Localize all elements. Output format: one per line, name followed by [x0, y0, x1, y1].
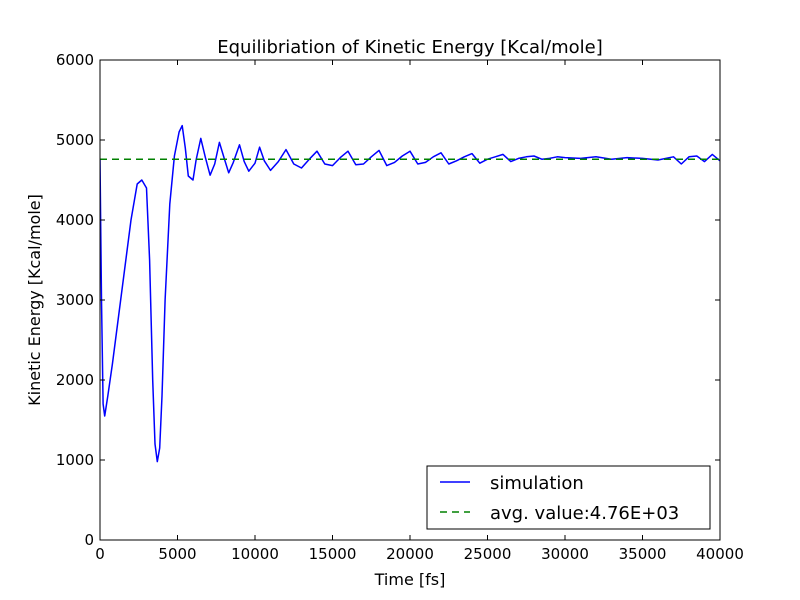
y-tick-label: 6000 — [56, 51, 94, 69]
legend-box — [426, 465, 711, 530]
y-axis-label: Kinetic Energy [Kcal/mole] — [25, 194, 44, 406]
x-axis-label: Time [fs] — [374, 570, 446, 589]
x-axis: 0 5000 10000 15000 20000 25000 30000 35000 40000 — [95, 60, 744, 563]
x-tick-label: 30000 — [541, 545, 589, 563]
y-tick-label: 3000 — [56, 291, 94, 309]
series-line-simulation — [100, 124, 720, 463]
x-tick-label: 15000 — [309, 545, 357, 563]
y-tick-label: 0 — [84, 531, 94, 549]
y-tick-label: 5000 — [56, 131, 94, 149]
x-tick-label: 10000 — [231, 545, 279, 563]
x-tick-label: 25000 — [464, 545, 512, 563]
chart-title: Equilibriation of Kinetic Energy [Kcal/m… — [217, 37, 603, 58]
legend-label-simulation: simulation — [490, 473, 584, 494]
y-tick-label: 4000 — [56, 211, 94, 229]
x-tick-label: 20000 — [386, 545, 434, 563]
y-axis: 0 1000 2000 3000 4000 5000 6000 — [56, 51, 720, 549]
y-tick-label: 1000 — [56, 451, 94, 469]
y-tick-label: 2000 — [56, 371, 94, 389]
x-tick-label: 40000 — [696, 545, 744, 563]
x-tick-label: 35000 — [619, 545, 667, 563]
legend: simulation avg. value:4.76E+03 — [426, 465, 711, 530]
x-tick-label: 0 — [95, 545, 105, 563]
legend-label-average: avg. value:4.76E+03 — [490, 503, 679, 524]
series-layer — [100, 124, 720, 463]
x-tick-label: 5000 — [158, 545, 196, 563]
